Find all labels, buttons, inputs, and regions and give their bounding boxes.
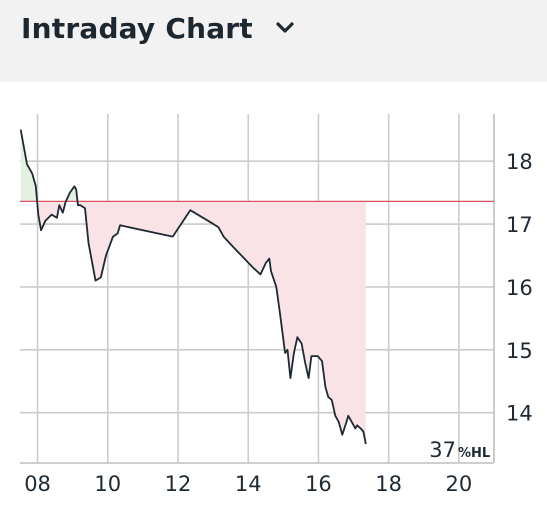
y-tick-label-16: 16 [506, 276, 533, 300]
intraday-chart: 08 10 12 14 16 18 20 14 15 16 17 18 37 %HL [19, 114, 533, 496]
x-tick-label-18: 18 [375, 472, 402, 496]
x-tick-label-12: 12 [165, 472, 192, 496]
fill-below-reference [37, 201, 366, 445]
page-title: Intraday Chart [21, 11, 253, 45]
chevron-down-icon[interactable] [275, 21, 295, 35]
price-series [19, 129, 367, 445]
y-tick-label-15: 15 [506, 339, 533, 363]
x-tick-label-14: 14 [235, 472, 262, 496]
chart-type-dropdown[interactable]: Intraday Chart [21, 8, 295, 48]
x-tick-label-16: 16 [305, 472, 332, 496]
chart-header: Intraday Chart [0, 0, 547, 82]
price-area-fill [20, 129, 366, 445]
x-axis-ticks: 08 10 12 14 16 18 20 [24, 472, 472, 496]
y-axis-ticks: 14 15 16 17 18 [506, 150, 533, 426]
price-line [19, 129, 367, 445]
x-tick-label-08: 08 [24, 472, 51, 496]
y-tick-label-14: 14 [506, 402, 533, 426]
high-low-label: %HL [458, 446, 490, 461]
x-tick-label-20: 20 [446, 472, 473, 496]
chart-grid [20, 114, 495, 464]
high-low-percent: 37 [429, 438, 456, 462]
x-tick-label-10: 10 [94, 472, 121, 496]
y-tick-label-17: 17 [506, 213, 533, 237]
y-tick-label-18: 18 [506, 150, 533, 174]
